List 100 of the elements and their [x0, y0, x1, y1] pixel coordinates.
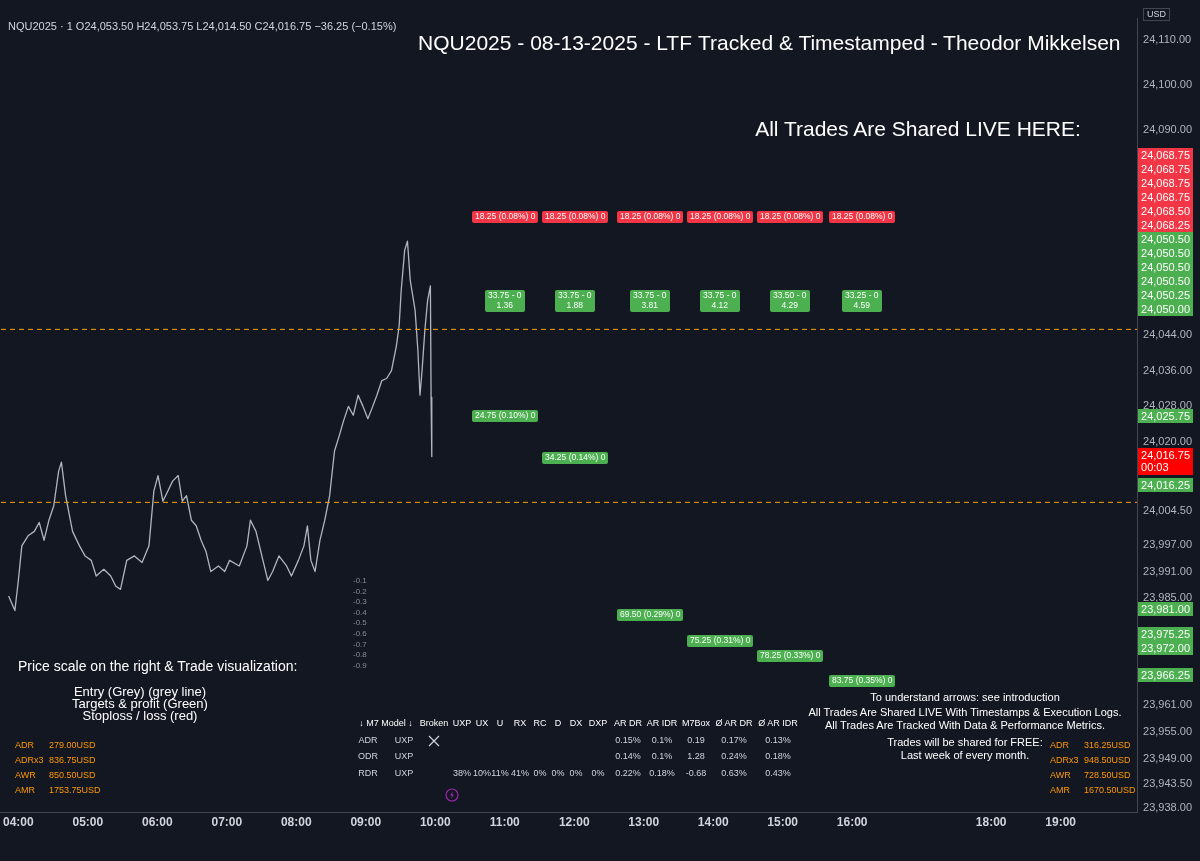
y-tick-label: 23,985.00 — [1143, 591, 1192, 604]
annotation: All Trades Are Shared LIVE With Timestamps & Execution Logs. — [808, 705, 1122, 718]
text: 948.50USD — [1084, 755, 1131, 765]
annotation: -0.2 — [353, 586, 367, 596]
text: 24,016.75 00:03 — [1138, 447, 1193, 475]
annotation: -0.4 — [353, 607, 367, 617]
y-tick-label: 24,036.00 — [1143, 363, 1192, 376]
text: 23,972.00 — [1138, 640, 1193, 656]
category-label: Ø AR IDR — [758, 718, 798, 728]
text: 728.50USD — [1084, 770, 1131, 780]
annotation: 18.25 (0.08%) 0 — [829, 211, 896, 223]
x-tick-label: 12:00 — [558, 815, 590, 830]
annotation: 18.25 (0.08%) 0 — [542, 211, 609, 223]
text: UXP — [394, 734, 414, 745]
x-tick-label: 05:00 — [72, 815, 104, 830]
text: 0.19 — [687, 734, 705, 745]
annotation: All Trades Are Shared LIVE HERE: — [755, 116, 1081, 140]
annotation: 24.75 (0.10%) 0 — [472, 410, 539, 422]
text: 24,050.00 — [1138, 301, 1193, 317]
text: 10% — [472, 767, 491, 778]
x-tick-label: 09:00 — [350, 815, 382, 830]
annotation: Price scale on the right & Trade visualization: — [18, 658, 298, 674]
text: 0.14% — [615, 751, 641, 761]
text: UXP — [394, 767, 414, 778]
category-label: DXP — [588, 718, 608, 728]
text: 1.28 — [687, 751, 705, 761]
text: 24,068.50 — [1138, 203, 1193, 219]
annotation: 18.25 (0.08%) 0 — [757, 211, 824, 223]
text: AWR — [15, 770, 36, 780]
text: 0.18% — [649, 767, 675, 778]
text: 0.1% — [651, 734, 673, 745]
text: 24,050.50 — [1138, 273, 1193, 289]
x-tick-label: 08:00 — [280, 815, 312, 830]
text: 0% — [569, 767, 583, 778]
y-tick-label: 24,110.00 — [1143, 33, 1192, 46]
text: 850.50USD — [49, 770, 96, 780]
y-tick-label: 23,949.00 — [1143, 752, 1192, 765]
text: AMR — [15, 785, 35, 795]
text: NQU2025 - 08-13-2025 - LTF — [418, 30, 692, 54]
y-tick-label: 23,997.00 — [1143, 537, 1192, 550]
annotation: 33.50 - 0 4.29 — [770, 290, 810, 312]
x-tick-label: 07:00 — [211, 815, 243, 830]
annotation: 83.75 (0.35%) 0 — [829, 675, 896, 687]
text: 0.43% — [765, 767, 791, 778]
text: 24,068.75 — [1138, 175, 1193, 191]
text: 0% — [591, 767, 605, 778]
text: AMR — [1050, 785, 1070, 795]
annotation: Trades will be shared for FREE: — [887, 735, 1043, 748]
annotation: 33.75 - 0 1.36 — [485, 290, 525, 312]
text: 41% — [510, 767, 530, 778]
text: 0.1% — [651, 751, 673, 761]
x-tick-label: 06:00 — [141, 815, 173, 830]
text: 24,068.75 — [1138, 147, 1193, 163]
annotation: Last week of every month. — [900, 748, 1030, 761]
text: 0% — [551, 767, 565, 778]
text: 0.18% — [765, 751, 791, 761]
y-tick-label: 24,044.00 — [1143, 327, 1192, 340]
text: 24,050.25 — [1138, 287, 1193, 303]
annotation: -0.7 — [353, 639, 367, 649]
x-tick-label: 14:00 — [697, 815, 729, 830]
annotation: 18.25 (0.08%) 0 — [472, 211, 539, 223]
category-label: ↓ M7 Model ↓ — [359, 718, 413, 728]
text: ADR — [358, 734, 378, 745]
annotation: 78.25 (0.33%) 0 — [757, 650, 824, 662]
annotation: 18.25 (0.08%) 0 — [687, 211, 754, 223]
y-tick-label: 23,961.00 — [1143, 698, 1192, 711]
category-label: AR IDR — [646, 718, 678, 728]
text: -0.68 — [685, 767, 707, 778]
annotation: 18.25 (0.08%) 0 — [617, 211, 684, 223]
text: 24,050.50 — [1138, 259, 1193, 275]
text: 24,050.50 — [1138, 231, 1193, 247]
y-tick-label: 23,955.00 — [1143, 725, 1192, 738]
text: 24,025.75 — [1138, 408, 1193, 424]
annotation: 33.75 - 0 3.81 — [630, 290, 670, 312]
text: Tracked & Timestamped - Theodor Mikkelsen — [698, 30, 1121, 54]
y-tick-label: 24,004.50 — [1143, 504, 1192, 517]
category-label: AR DR — [613, 718, 643, 728]
text: 0.24% — [721, 751, 747, 761]
annotation: 33.25 - 0 4.59 — [842, 290, 882, 312]
annotation: -0.3 — [353, 597, 367, 607]
text: 23,966.25 — [1138, 667, 1193, 683]
text: 23,975.25 — [1138, 626, 1193, 642]
text: ADRx3 — [1050, 755, 1079, 765]
text: 24,068.75 — [1138, 189, 1193, 205]
category-label: UX — [475, 718, 489, 728]
text: 24,050.50 — [1138, 245, 1193, 261]
y-axis-title: USD — [1143, 7, 1171, 21]
x-tick-label: 19:00 — [1045, 815, 1077, 830]
annotation: NQU2025 · 1 O24,053.50 H24,053.75 L24,014.50 C24,016.75 −36.25 (−0.15%) — [8, 19, 397, 32]
y-tick-label: 23,943.50 — [1143, 776, 1192, 789]
annotation: 33.75 - 0 1.88 — [555, 290, 595, 312]
y-tick-label: 24,100.00 — [1143, 77, 1192, 90]
x-tick-label: 18:00 — [975, 815, 1007, 830]
annotation: -0.9 — [353, 660, 367, 670]
y-tick-label: 23,991.00 — [1143, 564, 1192, 577]
text: ADRx3 — [15, 755, 44, 765]
annotation: All Trades Are Tracked With Data & Performance Metrics. — [825, 718, 1105, 731]
text: ODR — [358, 751, 378, 761]
annotation: -0.6 — [353, 629, 367, 638]
category-label: M7Box — [681, 718, 711, 728]
